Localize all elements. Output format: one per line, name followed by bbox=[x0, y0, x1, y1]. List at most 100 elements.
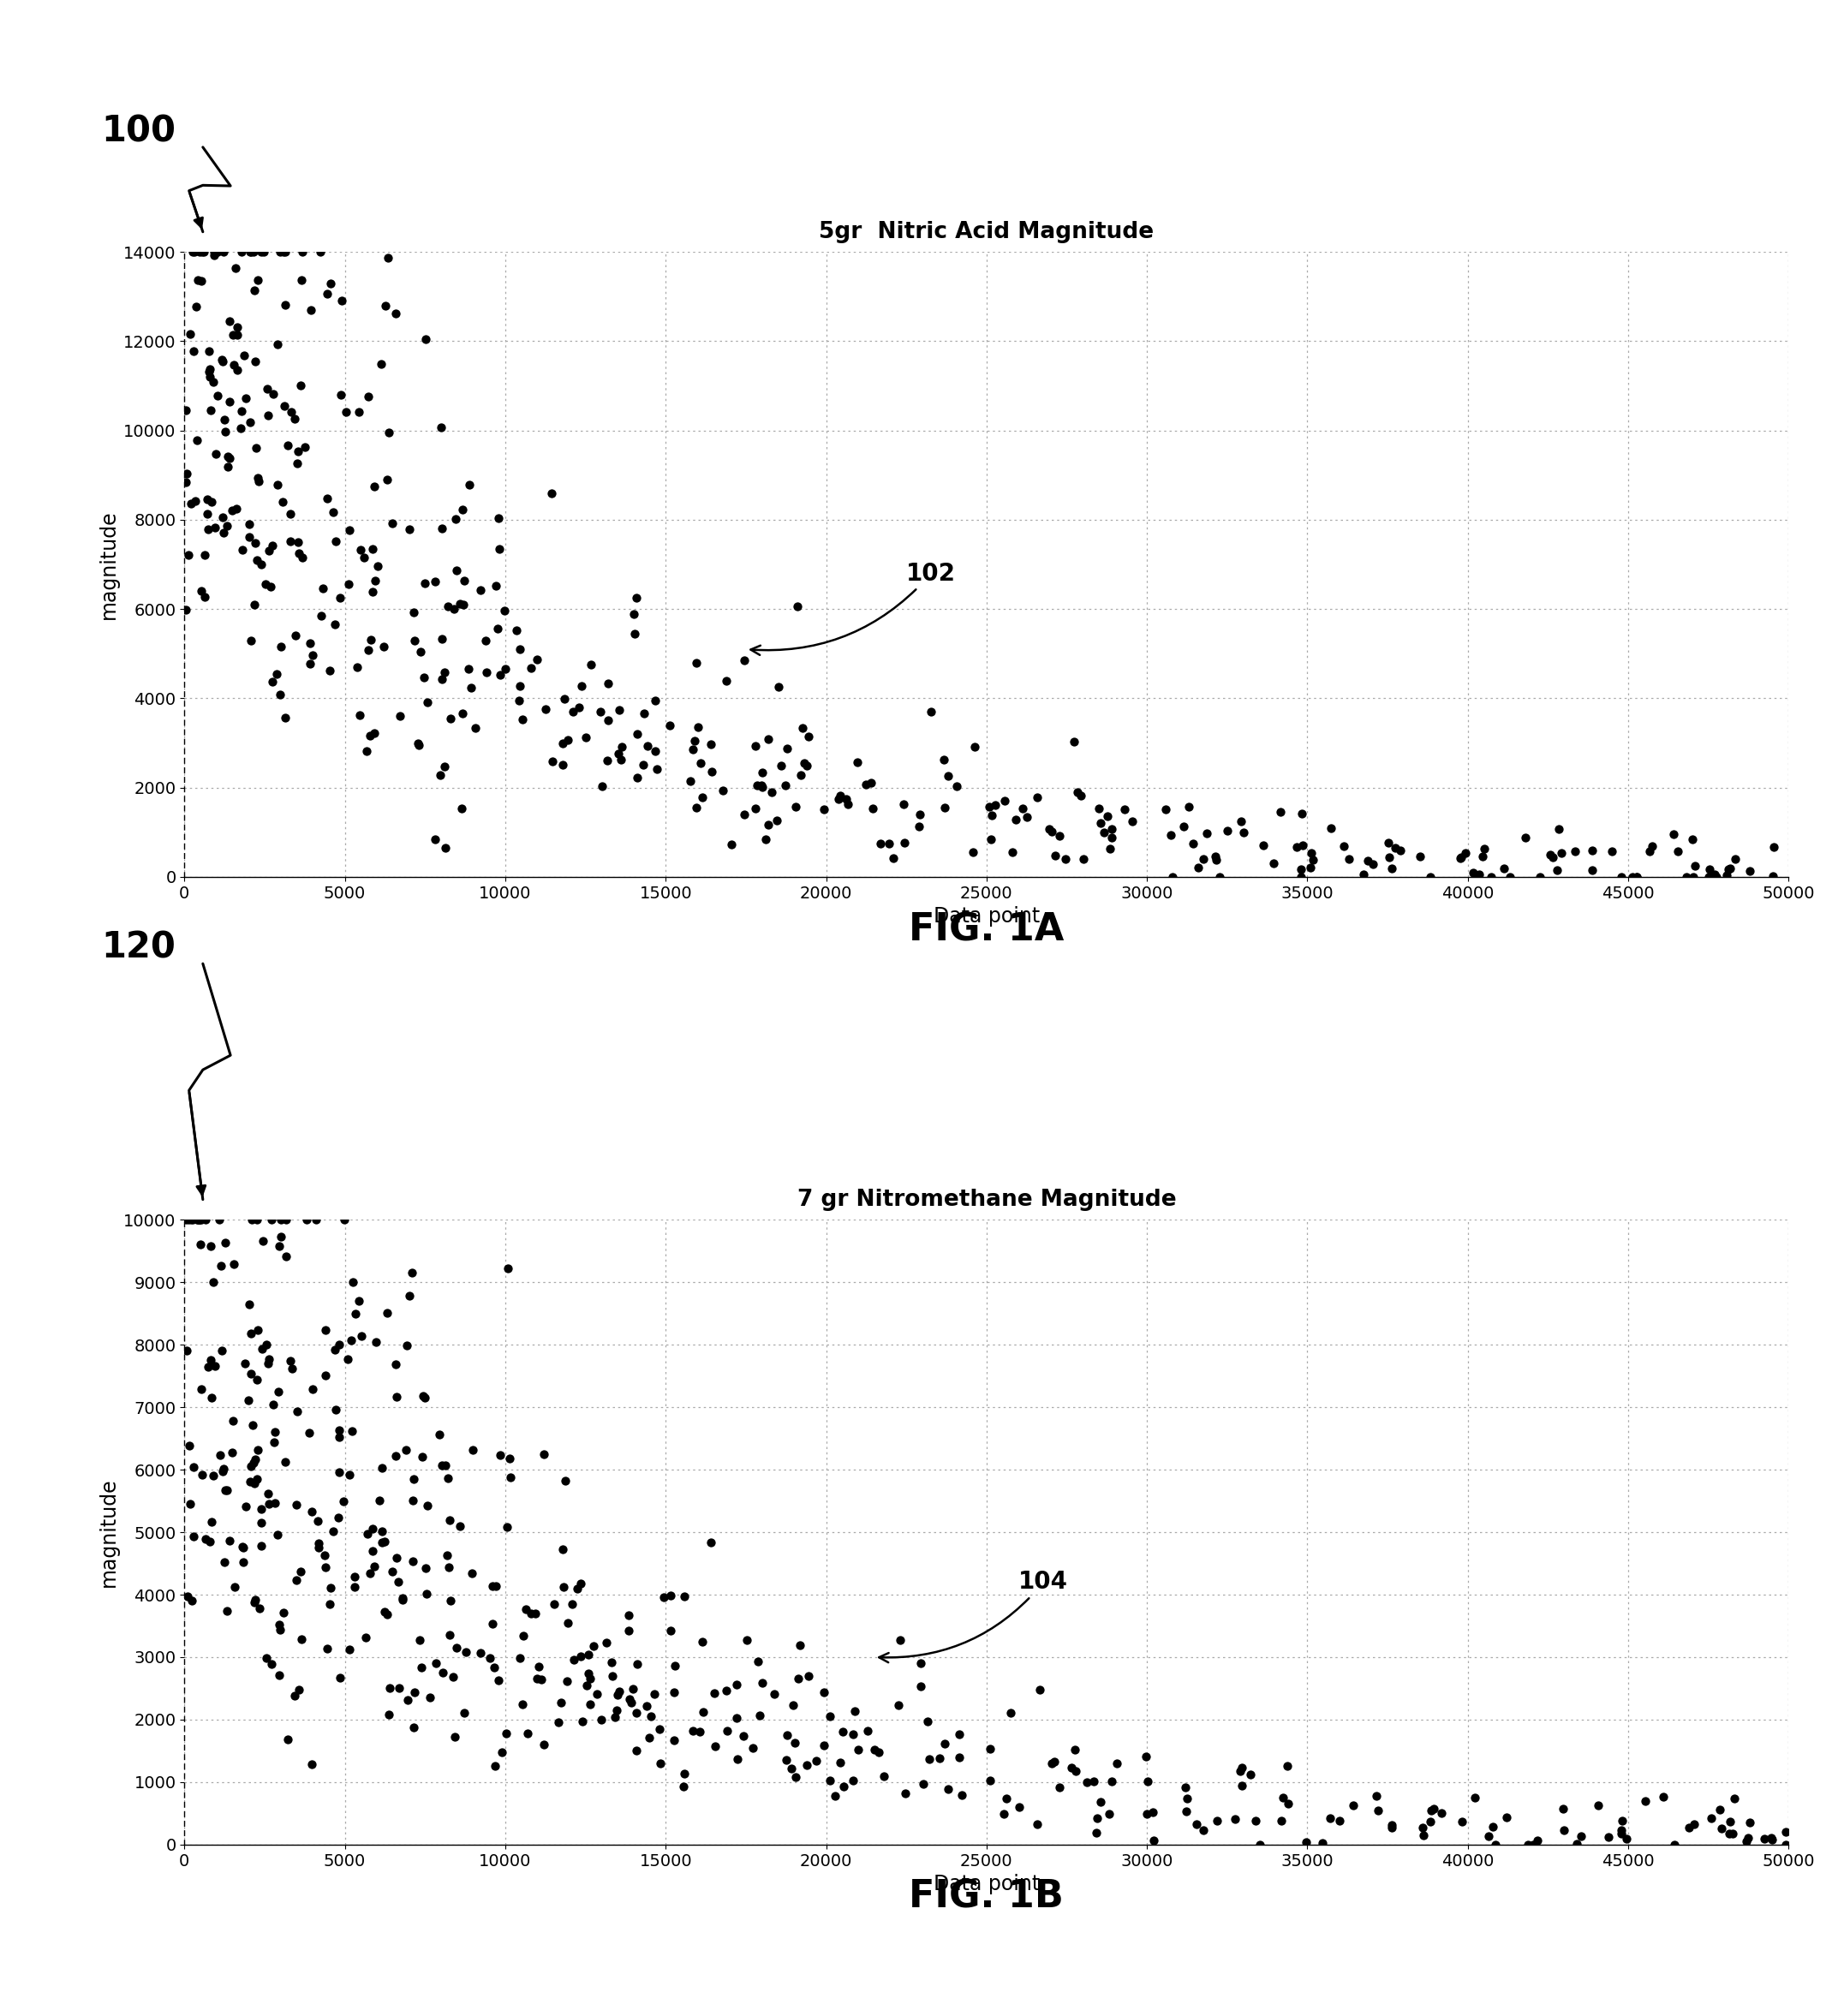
Point bbox=[833, 788, 863, 821]
Point bbox=[1678, 823, 1708, 855]
Point bbox=[225, 411, 254, 444]
Point bbox=[688, 780, 717, 812]
Point bbox=[210, 415, 240, 448]
Point bbox=[208, 500, 238, 532]
Point bbox=[981, 788, 1011, 821]
Point bbox=[614, 1615, 644, 1647]
Point bbox=[793, 1750, 822, 1782]
Point bbox=[909, 1768, 939, 1800]
Point bbox=[1022, 780, 1051, 812]
Point bbox=[1138, 1796, 1167, 1829]
Point bbox=[699, 1677, 728, 1710]
Point bbox=[586, 696, 616, 728]
Point bbox=[485, 1439, 514, 1472]
Point bbox=[658, 1675, 688, 1708]
Point bbox=[433, 591, 463, 623]
Point bbox=[1044, 1772, 1073, 1804]
Point bbox=[295, 647, 325, 679]
Point bbox=[1296, 851, 1326, 883]
Point bbox=[199, 236, 229, 268]
Point bbox=[640, 736, 669, 768]
Point bbox=[247, 548, 277, 581]
Point bbox=[679, 1714, 708, 1746]
Point bbox=[297, 294, 326, 327]
Point bbox=[171, 1204, 201, 1236]
Point bbox=[1418, 1792, 1448, 1824]
Point bbox=[171, 593, 201, 625]
Point bbox=[741, 792, 771, 825]
Point bbox=[236, 1318, 266, 1351]
Point bbox=[915, 1742, 944, 1774]
Point bbox=[1759, 831, 1789, 863]
Point bbox=[1414, 861, 1444, 893]
Point bbox=[175, 1429, 205, 1462]
Point bbox=[1097, 821, 1127, 853]
Point bbox=[194, 355, 223, 387]
Point bbox=[688, 1625, 717, 1657]
Point bbox=[356, 623, 385, 655]
Point bbox=[553, 724, 583, 756]
Point bbox=[1095, 833, 1125, 865]
Point bbox=[1542, 855, 1571, 887]
Point bbox=[824, 1746, 854, 1778]
Point bbox=[288, 264, 317, 296]
Point bbox=[511, 1593, 540, 1625]
Point bbox=[632, 1689, 662, 1722]
Point bbox=[773, 1744, 802, 1776]
Point bbox=[660, 1724, 690, 1756]
Point bbox=[271, 288, 301, 321]
Point bbox=[223, 319, 253, 351]
Point bbox=[326, 379, 356, 411]
Point bbox=[1169, 810, 1199, 843]
Point bbox=[1103, 1748, 1132, 1780]
Point bbox=[312, 1550, 341, 1583]
Point bbox=[845, 1734, 874, 1766]
Point bbox=[1735, 1806, 1765, 1839]
Point bbox=[599, 1702, 629, 1734]
Point bbox=[1750, 1822, 1779, 1855]
Point bbox=[391, 1433, 420, 1466]
Point bbox=[428, 1657, 457, 1689]
Point bbox=[247, 236, 277, 268]
Point bbox=[328, 1486, 358, 1518]
Point bbox=[649, 1581, 679, 1613]
Point bbox=[883, 1689, 913, 1722]
Point bbox=[288, 236, 317, 268]
Point bbox=[1182, 1808, 1212, 1841]
Point bbox=[230, 383, 260, 415]
Point bbox=[1636, 835, 1665, 867]
Point bbox=[614, 1683, 644, 1716]
Point bbox=[192, 498, 221, 530]
Point bbox=[926, 1742, 955, 1774]
Point bbox=[603, 1679, 632, 1712]
Point bbox=[428, 1450, 457, 1482]
Point bbox=[784, 591, 813, 623]
Point bbox=[1649, 1780, 1678, 1812]
Point bbox=[773, 732, 802, 764]
Point bbox=[284, 536, 313, 569]
Point bbox=[230, 1347, 260, 1379]
Point bbox=[350, 1621, 380, 1653]
Point bbox=[1051, 843, 1081, 875]
Y-axis label: magnitude: magnitude bbox=[98, 510, 118, 619]
Point bbox=[315, 655, 345, 687]
Point bbox=[1272, 1750, 1302, 1782]
Point bbox=[177, 1204, 207, 1236]
Point bbox=[723, 1742, 752, 1774]
Point bbox=[195, 1526, 225, 1558]
Point bbox=[183, 423, 212, 456]
Point bbox=[321, 1393, 350, 1425]
Point bbox=[974, 790, 1003, 823]
Point bbox=[548, 728, 577, 760]
Point bbox=[1228, 1770, 1258, 1802]
Point bbox=[1700, 859, 1730, 891]
Point bbox=[1025, 1673, 1055, 1706]
Point bbox=[730, 643, 760, 675]
Point bbox=[219, 319, 249, 351]
Point bbox=[197, 486, 227, 518]
Point bbox=[1577, 835, 1606, 867]
Point bbox=[623, 762, 653, 794]
Point bbox=[1117, 806, 1147, 839]
Point bbox=[306, 236, 336, 268]
Point bbox=[1287, 861, 1317, 893]
